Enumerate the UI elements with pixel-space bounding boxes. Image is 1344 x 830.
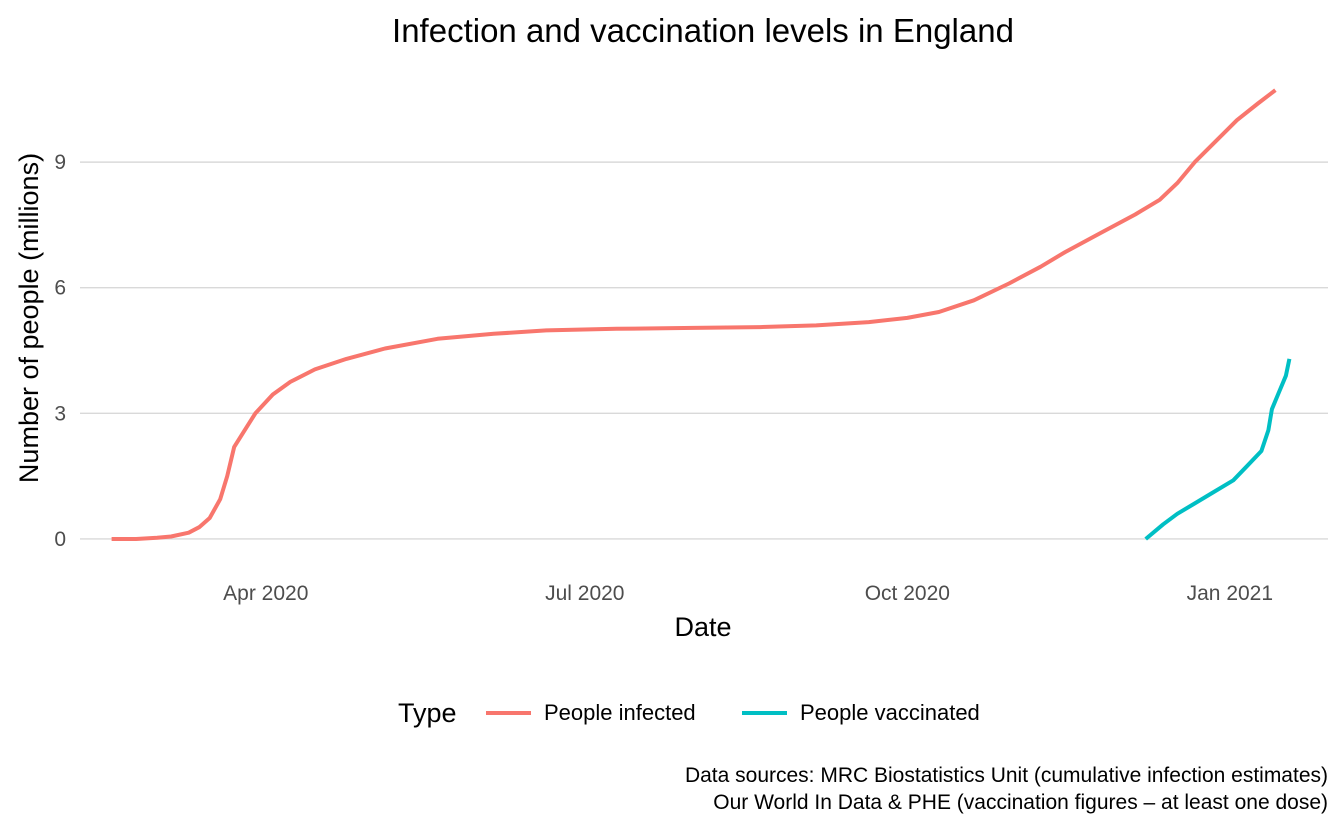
x-axis-ticks: Apr 2020 Jul 2020 Oct 2020 Jan 2021	[223, 582, 1273, 605]
y-axis-ticks: 0 3 6 9	[54, 151, 66, 551]
plot-series	[111, 88, 1292, 541]
legend-label-people-vaccinated: People vaccinated	[800, 700, 980, 725]
y-tick-label: 9	[54, 151, 66, 174]
y-tick-label: 6	[54, 277, 66, 300]
caption-line-2: Our World In Data & PHE (vaccination fig…	[713, 791, 1328, 814]
gridlines	[80, 161, 1328, 540]
y-tick-label: 0	[54, 528, 66, 551]
y-axis-title: Number of people (millions)	[14, 153, 44, 483]
x-tick-label: Oct 2020	[865, 582, 950, 605]
x-tick-label: Apr 2020	[223, 582, 308, 605]
series-line-people-infected	[111, 88, 1277, 541]
series-line-people-vaccinated	[1144, 358, 1292, 541]
caption-line-1: Data sources: MRC Biostatistics Unit (cu…	[685, 764, 1328, 787]
x-tick-label: Jul 2020	[545, 582, 624, 605]
x-tick-label: Jan 2021	[1187, 582, 1273, 605]
legend-label-people-infected: People infected	[544, 700, 696, 725]
legend-title: Type	[398, 698, 457, 728]
legend: Type People infected People vaccinated	[398, 698, 980, 728]
x-axis-title: Date	[674, 612, 731, 642]
y-tick-label: 3	[54, 402, 66, 425]
chart-title: Infection and vaccination levels in Engl…	[392, 12, 1014, 49]
